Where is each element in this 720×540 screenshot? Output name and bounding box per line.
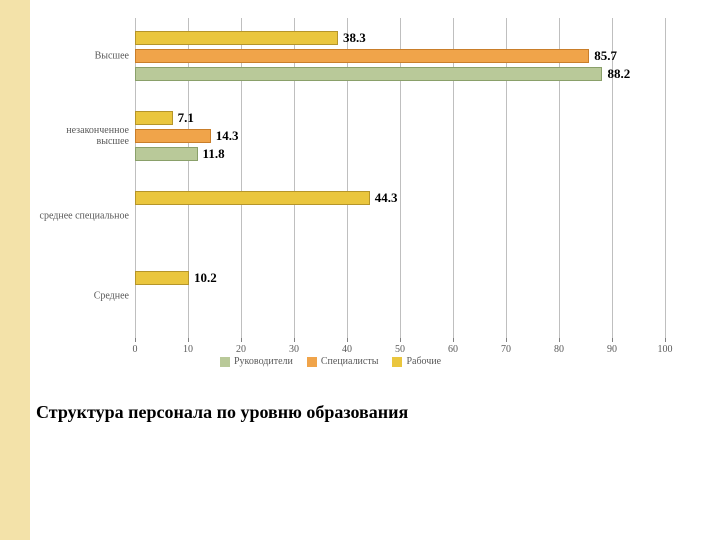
bar-higher-specialists: 85.7	[135, 49, 589, 63]
x-tick	[347, 338, 348, 342]
x-tick-label: 0	[133, 344, 138, 355]
bar-value-label: 10.2	[194, 270, 217, 286]
legend-item-workers: Рабочие	[392, 356, 441, 367]
x-tick-label: 40	[342, 344, 352, 355]
y-category-label: Высшее	[29, 51, 129, 62]
x-tick-label: 20	[236, 344, 246, 355]
bar-value-label: 44.3	[375, 190, 398, 206]
x-gridline	[347, 18, 348, 338]
legend-swatch	[220, 357, 230, 367]
bar-inc_high-managers: 11.8	[135, 147, 198, 161]
bar-value-label: 11.8	[203, 146, 225, 162]
bar-value-label: 7.1	[178, 110, 194, 126]
bar-inc_high-specialists: 14.3	[135, 129, 211, 143]
chart-caption: Структура персонала по уровню образовани…	[36, 402, 408, 423]
bar-value-label: 85.7	[594, 48, 617, 64]
x-gridline	[453, 18, 454, 338]
x-gridline	[241, 18, 242, 338]
x-tick	[241, 338, 242, 342]
legend-item-managers: Руководители	[220, 356, 293, 367]
bar-higher-workers: 38.3	[135, 31, 338, 45]
x-tick-label: 70	[501, 344, 511, 355]
x-gridline	[665, 18, 666, 338]
x-gridline	[294, 18, 295, 338]
legend-item-specialists: Специалисты	[307, 356, 379, 367]
x-tick	[665, 338, 666, 342]
x-gridline	[559, 18, 560, 338]
x-tick	[294, 338, 295, 342]
x-gridline	[400, 18, 401, 338]
x-gridline	[135, 18, 136, 338]
bar-higher-managers: 88.2	[135, 67, 602, 81]
x-tick-label: 90	[607, 344, 617, 355]
bar-sec_spec-workers: 44.3	[135, 191, 370, 205]
bar-value-label: 38.3	[343, 30, 366, 46]
x-tick	[453, 338, 454, 342]
x-tick-label: 80	[554, 344, 564, 355]
plot-area: 010203040506070809010038.385.788.27.114.…	[135, 18, 665, 338]
legend-swatch	[307, 357, 317, 367]
x-tick	[506, 338, 507, 342]
bar-value-label: 88.2	[607, 66, 630, 82]
x-gridline	[506, 18, 507, 338]
legend: Руководители Специалисты Рабочие	[220, 356, 441, 367]
y-category-label: Среднее	[29, 291, 129, 302]
x-tick	[188, 338, 189, 342]
legend-label: Рабочие	[406, 356, 441, 367]
bar-sec-workers: 10.2	[135, 271, 189, 285]
legend-label: Специалисты	[321, 356, 379, 367]
legend-swatch	[392, 357, 402, 367]
x-tick	[612, 338, 613, 342]
y-category-label: незаконченноевысшее	[29, 125, 129, 147]
x-tick	[559, 338, 560, 342]
x-gridline	[188, 18, 189, 338]
x-tick	[400, 338, 401, 342]
y-category-label: среднее специальное	[29, 211, 129, 222]
decorative-side-stripe	[0, 0, 30, 540]
x-tick-label: 10	[183, 344, 193, 355]
x-tick-label: 30	[289, 344, 299, 355]
x-tick-label: 60	[448, 344, 458, 355]
x-tick-label: 50	[395, 344, 405, 355]
chart-area: 0 10 20 30 40 50 60 70 80 90 100 38.3 85.7 88.2 7.1 14.…	[30, 8, 680, 378]
x-tick-label: 100	[658, 344, 673, 355]
bar-value-label: 14.3	[216, 128, 239, 144]
bar-inc_high-workers: 7.1	[135, 111, 173, 125]
slide-stage: 0 10 20 30 40 50 60 70 80 90 100 38.3 85.7 88.2 7.1 14.…	[0, 0, 720, 540]
x-tick	[135, 338, 136, 342]
legend-label: Руководители	[234, 356, 293, 367]
